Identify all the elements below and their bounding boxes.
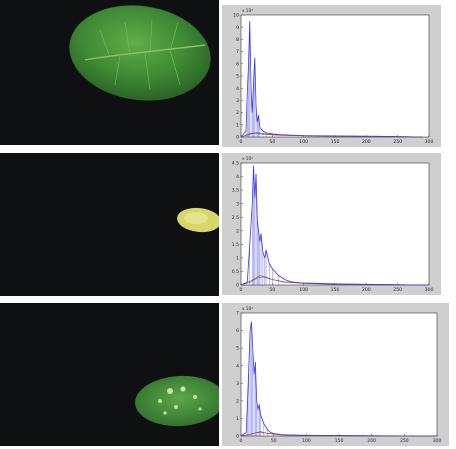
leaf-photo-1 <box>0 0 219 145</box>
x-tick-label: 200 <box>362 287 371 293</box>
y-tick-label: 0 <box>236 434 239 440</box>
y-tick-label: 6 <box>236 328 239 334</box>
y-tick-label: 2 <box>236 398 239 404</box>
x-tick-label: 300 <box>425 139 434 145</box>
histogram-chart-3: 0 50 100 150 200 250 300 0 1 2 3 4 5 6 7x 10⁴ <box>236 306 442 444</box>
y-tick-label: 1 <box>236 416 239 422</box>
y-tick-label: 5 <box>236 346 239 352</box>
y-tick-label: 4 <box>236 363 239 369</box>
x-tick-label: 250 <box>393 287 402 293</box>
x-tick-label: 250 <box>400 438 409 444</box>
y-tick-label: 3.5 <box>232 188 239 194</box>
series-line-0 <box>240 321 438 437</box>
x-tick-label: 100 <box>299 139 308 145</box>
y-tick-label: 4 <box>236 86 239 92</box>
y-tick-label: 8 <box>236 37 239 43</box>
x-tick-label: 250 <box>393 139 402 145</box>
histogram-window-3: 0 50 100 150 200 250 300 0 1 2 3 4 5 6 7 x 10⁴ <box>222 303 449 446</box>
y-tick-label: 7 <box>236 49 239 55</box>
plot-area <box>240 162 430 286</box>
x-tick-label: 200 <box>367 438 376 444</box>
x-tick-label: 100 <box>299 287 308 293</box>
x-tick-label: 0 <box>240 287 243 293</box>
y-tick-label: 0.5 <box>232 269 239 275</box>
y-tick-label: 1 <box>236 122 239 128</box>
x-tick-label: 50 <box>269 139 275 145</box>
y-multiplier-label: x 10⁴ <box>242 156 253 161</box>
y-tick-label: 1.5 <box>232 242 239 248</box>
healthy-leaf-image <box>69 5 211 101</box>
x-tick-label: 100 <box>302 438 311 444</box>
y-tick-label: 10 <box>233 13 239 19</box>
y-tick-label: 4.5 <box>232 161 239 167</box>
x-tick-label: 300 <box>425 287 434 293</box>
y-tick-label: 2 <box>236 110 239 116</box>
y-tick-label: 6 <box>236 61 239 67</box>
x-tick-label: 0 <box>240 139 243 145</box>
histogram-window-1: 0 50 100 150 200 250 300 0 1 2 3 4 5 6 7 8 9 10 x 10⁴ <box>222 5 441 147</box>
plot-area <box>240 312 438 437</box>
leaf-photo-2 <box>0 153 219 296</box>
x-tick-label: 50 <box>269 287 275 293</box>
x-tick-label: 150 <box>331 287 340 293</box>
x-tick-label: 0 <box>240 438 243 444</box>
y-tick-label: 5 <box>236 74 239 80</box>
leaf-photo-3 <box>0 303 219 446</box>
y-tick-label: 3 <box>236 381 239 387</box>
y-multiplier-label: x 10⁴ <box>242 306 253 311</box>
spotted-leaf-image <box>135 375 219 427</box>
histogram-window-2: 0 50 100 150 200 250 300 0 0.5 1 1.5 2 2.5 3 3.5 4 4.5 x … <box>222 153 441 295</box>
x-tick-label: 150 <box>335 438 344 444</box>
histogram-chart-2: 0 50 100 150 200 250 300 0 0.5 1 1.5 2 2.5 3 3.5 4 4.5x … <box>232 156 434 293</box>
y-tick-label: 2.5 <box>232 215 239 221</box>
y-tick-label: 2 <box>236 228 239 234</box>
histogram-chart-1: 0 50 100 150 200 250 300 0 1 2 3 4 5 6 7 8 9 10x 10⁴ <box>233 8 434 145</box>
y-tick-label: 9 <box>236 25 239 31</box>
x-tick-label: 150 <box>331 139 340 145</box>
x-tick-label: 200 <box>362 139 371 145</box>
y-multiplier-label: x 10⁴ <box>242 8 253 13</box>
y-tick-label: 0 <box>236 135 239 141</box>
x-tick-label: 50 <box>271 438 277 444</box>
yellow-leaf-image <box>177 207 219 233</box>
y-tick-label: 1 <box>236 255 239 261</box>
y-tick-label: 7 <box>236 311 239 317</box>
plot-area <box>240 14 430 138</box>
y-tick-label: 3 <box>236 201 239 207</box>
y-tick-label: 4 <box>236 174 239 180</box>
y-tick-label: 0 <box>236 283 239 289</box>
x-tick-label: 300 <box>433 438 442 444</box>
y-tick-label: 3 <box>236 98 239 104</box>
